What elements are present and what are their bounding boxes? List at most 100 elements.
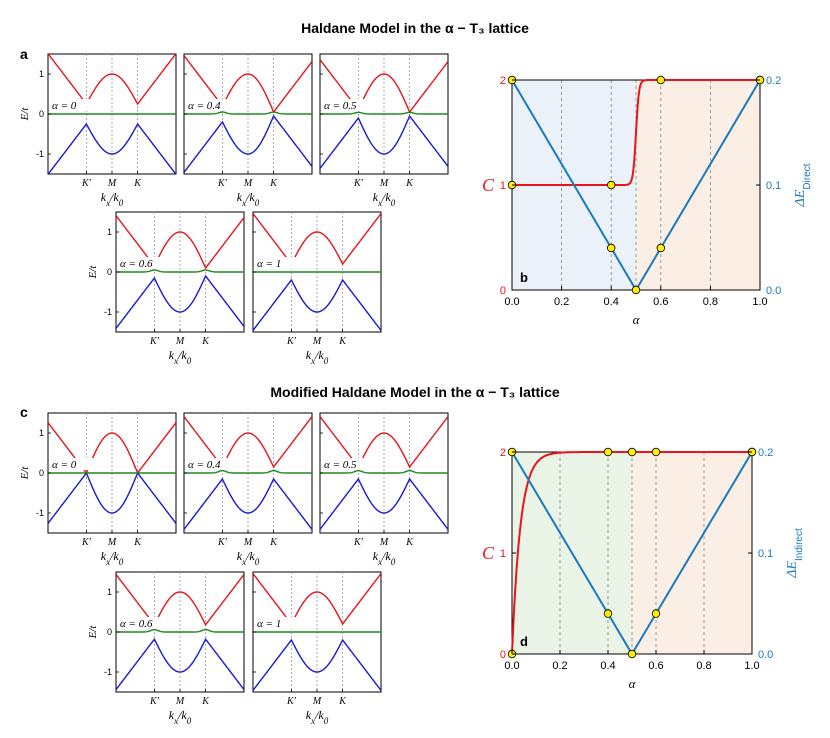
phase-diagram-d: 0.0 0.2 0.4 0.6 0.8 1.0 0 1 2 0.0 0.1 0.2 α C ΔEIndire… bbox=[482, 447, 805, 691]
flat-band-line bbox=[320, 469, 448, 474]
x-tick-label: K′ bbox=[149, 336, 160, 347]
y-axis-label: E/t bbox=[19, 107, 31, 122]
band-panel-c4: α = 1 K′ M Kkx/k0 bbox=[252, 571, 382, 726]
upper-band-line bbox=[184, 55, 312, 114]
y-axis-label: E/t bbox=[87, 625, 99, 640]
x-tick-label: M bbox=[243, 537, 253, 548]
y-tick-label: 0 bbox=[107, 627, 112, 637]
upper-band-line bbox=[320, 416, 448, 469]
lower-band-line bbox=[48, 122, 176, 174]
flat-band-line bbox=[320, 111, 448, 115]
y-tick-label: -1 bbox=[104, 307, 112, 317]
x-tick-label: K bbox=[269, 178, 278, 189]
upper-band-line bbox=[320, 59, 448, 114]
band-panel-c2: α = 0.5 K′ M Kkx/k0 bbox=[319, 412, 449, 567]
y-tick-label: 0 bbox=[107, 267, 112, 277]
band-panel-c0: α = 0 1 0 -1 E/t K′ M Kkx/k0 bbox=[19, 412, 177, 567]
panel-letter-a: a bbox=[20, 46, 28, 62]
panel-letter-b: b bbox=[520, 270, 528, 285]
band-panel-a2: α = 0.5 K′ M Kkx/k0 bbox=[319, 53, 449, 208]
x-tick-label: 1.0 bbox=[744, 660, 759, 672]
y-left-tick-label: 1 bbox=[500, 180, 506, 192]
chern-marker bbox=[656, 75, 665, 85]
lower-band-line bbox=[184, 477, 312, 530]
alpha-label: α = 1 bbox=[257, 618, 281, 630]
band-panel-c3: α = 0.6 1 0 -1 E/t K′ M Kkx/k0 bbox=[87, 571, 245, 726]
y-left-tick-label: 0 bbox=[500, 285, 506, 297]
upper-band-line bbox=[116, 573, 244, 627]
x-tick-label: K′ bbox=[217, 537, 228, 548]
y-right-tick-label: 0.1 bbox=[758, 548, 773, 560]
x-tick-label: K bbox=[269, 537, 278, 548]
panel-letter-c: c bbox=[20, 404, 28, 420]
y-right-tick-label: 0.0 bbox=[766, 285, 781, 297]
lower-band-line bbox=[253, 638, 381, 691]
x-tick-label: K′ bbox=[81, 537, 92, 548]
y-left-axis-label: C bbox=[482, 175, 495, 195]
chern-marker bbox=[603, 447, 613, 457]
x-tick-label: K′ bbox=[81, 178, 92, 189]
y-tick-label: -1 bbox=[36, 508, 44, 518]
phase-diagram-b: 0.0 0.2 0.4 0.6 0.8 1.0 0 1 2 0.0 0.1 0.2 α C ΔEDirect… bbox=[482, 75, 813, 327]
flat-band-line bbox=[184, 469, 312, 474]
y-tick-label: -1 bbox=[36, 149, 44, 159]
x-axis-label: kx/k0 bbox=[169, 348, 192, 366]
gap-marker bbox=[631, 285, 641, 295]
x-tick-label: M bbox=[312, 336, 322, 347]
alpha-label: α = 0.5 bbox=[324, 100, 357, 112]
x-axis-label: α bbox=[633, 312, 641, 327]
y-left-tick-label: 1 bbox=[500, 548, 506, 560]
x-tick-label: 0.8 bbox=[703, 296, 718, 308]
x-axis-label: kx/k0 bbox=[373, 190, 396, 208]
y-right-tick-label: 0.0 bbox=[758, 649, 773, 661]
panel-letter-d: d bbox=[520, 634, 528, 649]
x-tick-label: M bbox=[312, 696, 322, 707]
x-tick-label: K bbox=[338, 696, 347, 707]
alpha-label: α = 0 bbox=[52, 100, 77, 112]
lower-band-line bbox=[116, 637, 244, 691]
flat-band-line bbox=[116, 269, 244, 273]
lower-band-line bbox=[184, 114, 312, 173]
title-haldane: Haldane Model in the α − T₃ lattice bbox=[301, 20, 529, 36]
upper-band-line bbox=[253, 213, 381, 266]
y-tick-label: 0 bbox=[39, 109, 44, 119]
x-tick-label: K′ bbox=[217, 178, 228, 189]
x-tick-label: 0.8 bbox=[696, 660, 711, 672]
y-tick-label: 1 bbox=[39, 69, 44, 79]
y-left-axis-label: C bbox=[482, 543, 495, 563]
band-panel-c1: α = 0.4 K′ M Kkx/k0 bbox=[183, 412, 313, 567]
x-tick-label: K bbox=[338, 336, 347, 347]
x-tick-label: K bbox=[405, 178, 414, 189]
x-tick-label: 1.0 bbox=[752, 296, 767, 308]
chern-marker bbox=[607, 180, 616, 190]
y-left-tick-label: 2 bbox=[500, 75, 506, 87]
alpha-label: α = 0.4 bbox=[188, 100, 221, 112]
x-tick-label: 0.6 bbox=[653, 296, 668, 308]
x-tick-label: K′ bbox=[353, 178, 364, 189]
x-tick-label: 0.4 bbox=[604, 296, 619, 308]
x-tick-label: K′ bbox=[286, 336, 297, 347]
lower-band-line bbox=[320, 114, 448, 169]
x-tick-label: 0.2 bbox=[552, 660, 567, 672]
y-left-tick-label: 2 bbox=[500, 447, 506, 459]
x-axis-label: α bbox=[629, 676, 637, 691]
y-left-tick-label: 0 bbox=[500, 649, 506, 661]
y-right-tick-label: 0.1 bbox=[766, 180, 781, 192]
gap-marker bbox=[656, 243, 665, 253]
x-axis-label: kx/k0 bbox=[306, 708, 329, 726]
upper-band-line bbox=[48, 422, 176, 475]
lower-band-line bbox=[116, 274, 244, 329]
band-panel-a1: α = 0.4 K′ M Kkx/k0 bbox=[183, 53, 313, 208]
x-axis-label: kx/k0 bbox=[101, 549, 124, 567]
band-panel-a4: α = 1 K′ M Kkx/k0 bbox=[252, 211, 382, 366]
band-panel-a3: α = 0.6 1 0 -1 E/t K′ M Kkx/k0 bbox=[87, 211, 245, 366]
gap-marker bbox=[603, 609, 613, 618]
x-tick-label: K bbox=[133, 178, 142, 189]
chern-number-curve bbox=[512, 79, 760, 186]
x-tick-label: M bbox=[107, 537, 117, 548]
y-right-tick-label: 0.2 bbox=[758, 447, 773, 459]
chern-marker bbox=[651, 447, 661, 457]
upper-band-line bbox=[184, 416, 312, 469]
x-tick-label: M bbox=[379, 178, 389, 189]
